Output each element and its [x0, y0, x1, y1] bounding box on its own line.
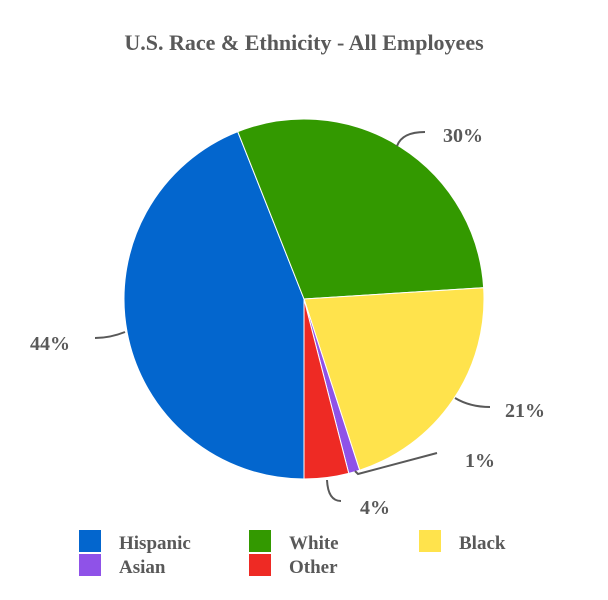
legend-label: White	[289, 533, 339, 554]
legend-item-asian[interactable]: Asian	[79, 554, 166, 578]
leader-line-asian	[354, 452, 438, 476]
data-label-black: 21%	[505, 400, 545, 422]
pie-slice-hispanic	[123, 130, 305, 480]
legend-swatch	[249, 530, 271, 552]
legend-label: Other	[289, 557, 338, 578]
leader-line-other	[326, 479, 342, 502]
pie-slice-white	[237, 118, 485, 300]
legend-item-other[interactable]: Other	[249, 554, 338, 578]
legend-item-hispanic[interactable]: Hispanic	[79, 530, 191, 554]
chart-title: U.S. Race & Ethnicity - All Employees	[124, 30, 484, 55]
leader-line-white	[396, 131, 426, 147]
legend-swatch	[79, 554, 101, 576]
data-label-other: 4%	[360, 497, 390, 519]
leader-line-black	[454, 397, 491, 408]
legend-label: Black	[459, 533, 506, 554]
leader-line-hispanic	[94, 331, 126, 339]
data-label-white: 30%	[443, 125, 483, 147]
legend-swatch	[79, 530, 101, 552]
legend-swatch	[419, 530, 441, 552]
pie-slice-black	[303, 287, 485, 471]
data-label-asian: 1%	[465, 450, 495, 472]
data-label-hispanic: 44%	[30, 333, 70, 355]
legend-swatch	[249, 554, 271, 576]
legend-label: Hispanic	[119, 533, 191, 554]
legend-label: Asian	[119, 557, 166, 578]
legend-item-black[interactable]: Black	[419, 530, 506, 554]
legend-item-white[interactable]: White	[249, 530, 339, 554]
pie-slice-other	[303, 298, 350, 480]
